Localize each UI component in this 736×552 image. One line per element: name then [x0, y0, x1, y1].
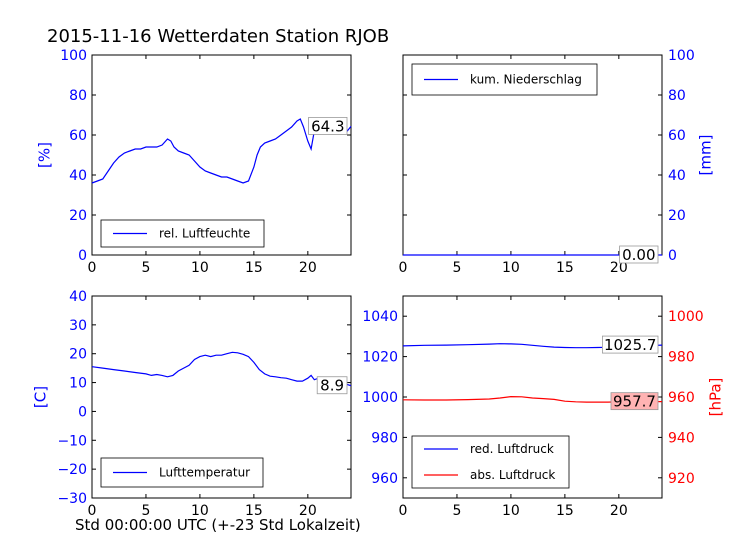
chart-panel-1: 0 5 10 15 20 0 20 40 60 80 100 [%] 64.3 rel. Luftfeuc… — [36, 48, 352, 276]
chart-panel-3: 0 5 10 15 20 −30 −20 −10 0 10 20 30 40 [C] 8.9 Lufttemp… — [32, 289, 352, 519]
x-tick-label: 20 — [610, 260, 628, 276]
series-line-1 — [91, 118, 352, 184]
y-tick-label: 60 — [69, 128, 87, 144]
x-tick-label: 5 — [141, 503, 150, 519]
x-tick-label: 20 — [610, 503, 628, 519]
y-tick-label: 80 — [69, 88, 87, 104]
legend-label: kum. Niederschlag — [470, 73, 582, 87]
legend: rel. Luftfeuchte — [100, 219, 265, 248]
y-axis-label: [%] — [36, 142, 54, 168]
y-tick-label-right: 1000 — [668, 309, 704, 325]
figure-title: 2015-11-16 Wetterdaten Station RJOB — [47, 26, 390, 47]
y-tick-label: 60 — [668, 128, 686, 144]
y-axis-label: [C] — [32, 386, 50, 408]
value-label: 0.00 — [622, 246, 655, 264]
y-tick-label: 30 — [69, 318, 87, 334]
y-tick-label: 0 — [668, 248, 677, 264]
x-tick-label: 10 — [502, 260, 520, 276]
y-tick-label: 10 — [69, 376, 87, 392]
value-label-box — [308, 117, 348, 135]
value-label: 64.3 — [311, 117, 344, 135]
legend: kum. Niederschlag — [411, 63, 598, 96]
chart-panel-4: 0 5 10 15 20 960 980 1000 1020 1040 920 940 960 980 10… — [362, 295, 725, 519]
y-tick-label: 1000 — [362, 390, 398, 406]
x-tick-label: 10 — [191, 503, 209, 519]
plot-frame — [91, 54, 352, 256]
legend-label: Lufttemperatur — [159, 466, 250, 480]
y-tick-label-right: 980 — [668, 350, 695, 366]
chart-panel-2: 0 5 10 15 20 0 20 40 60 80 100 [mm] 0.00 kum. Nieders… — [399, 48, 715, 276]
y-tick-label: 20 — [69, 208, 87, 224]
plot-frame — [91, 295, 352, 499]
value-label: 1025.7 — [604, 336, 657, 354]
series-line-1 — [91, 351, 352, 387]
x-tick-label: 15 — [245, 260, 263, 276]
y-tick-label: 40 — [668, 168, 686, 184]
y-tick-label: 1020 — [362, 350, 398, 366]
y-tick-label: 20 — [69, 347, 87, 363]
value-label-box — [316, 376, 348, 395]
x-axis-label: Std 00:00:00 UTC (+-23 Std Lokalzeit) — [75, 516, 361, 534]
x-tick-label: 5 — [141, 260, 150, 276]
y-tick-label: 40 — [69, 289, 87, 305]
x-tick-label: 15 — [245, 503, 263, 519]
y-tick-label-right: 940 — [668, 430, 695, 446]
value-label: 8.9 — [320, 377, 344, 395]
value-label-box — [602, 335, 659, 354]
value-label-box — [619, 245, 659, 264]
y-tick-label: 80 — [668, 88, 686, 104]
legend-label: abs. Luftdruck — [470, 468, 555, 482]
legend: Lufttemperatur — [100, 457, 264, 488]
x-tick-label: 0 — [399, 503, 408, 519]
y-tick-label: 0 — [78, 248, 87, 264]
x-tick-label: 15 — [556, 260, 574, 276]
legend-label: rel. Luftfeuchte — [159, 227, 250, 241]
x-tick-label: 0 — [399, 260, 408, 276]
y-tick-label: 100 — [60, 48, 87, 64]
value-label-box — [610, 392, 659, 411]
x-tick-label: 5 — [452, 260, 461, 276]
legend-label: red. Luftdruck — [470, 442, 554, 456]
x-tick-label: 0 — [88, 260, 97, 276]
y-tick-label: 0 — [78, 404, 87, 420]
y-tick-label: 980 — [371, 430, 398, 446]
x-tick-label: 5 — [452, 503, 461, 519]
y-tick-label: 20 — [668, 208, 686, 224]
y-tick-label: −20 — [57, 462, 87, 478]
y-tick-label: 1040 — [362, 309, 398, 325]
x-tick-label: 0 — [88, 503, 97, 519]
y-tick-label: 960 — [371, 471, 398, 487]
y-tick-label-right: 920 — [668, 471, 695, 487]
legend: red. Luftdruck abs. Luftdruck — [411, 435, 570, 489]
value-label: 957.7 — [613, 393, 656, 411]
y-tick-label: −10 — [57, 433, 87, 449]
y-axis-label: [hPa] — [707, 378, 725, 417]
x-tick-label: 10 — [191, 260, 209, 276]
y-tick-label: 100 — [668, 48, 695, 64]
y-tick-label-right: 960 — [668, 390, 695, 406]
y-tick-label: −30 — [57, 491, 87, 507]
y-axis-label: [mm] — [697, 135, 715, 176]
legend-frame — [411, 435, 570, 489]
x-tick-label: 20 — [299, 260, 317, 276]
x-tick-label: 15 — [556, 503, 574, 519]
y-tick-label: 40 — [69, 168, 87, 184]
x-tick-label: 10 — [502, 503, 520, 519]
x-tick-label: 20 — [299, 503, 317, 519]
